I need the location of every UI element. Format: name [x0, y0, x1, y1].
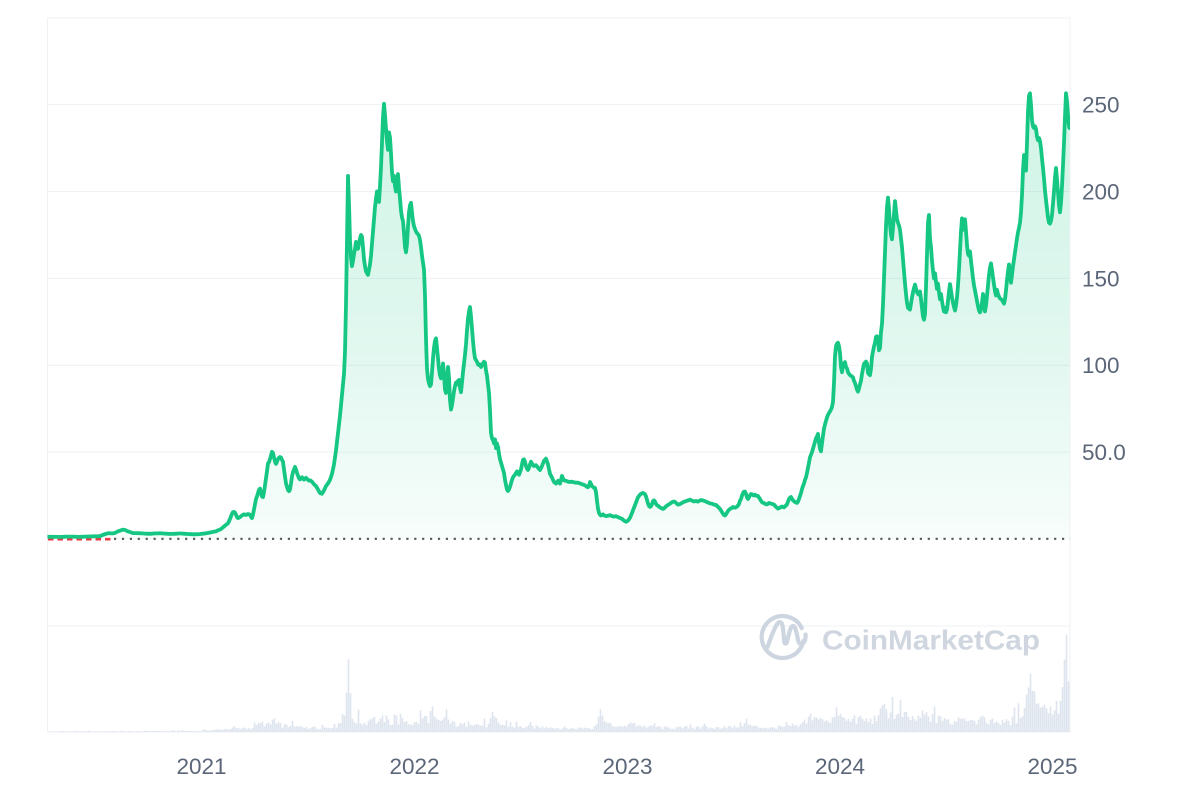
svg-text:2021: 2021 — [176, 754, 226, 779]
svg-text:2024: 2024 — [815, 754, 865, 779]
svg-text:50.0: 50.0 — [1082, 440, 1126, 465]
svg-text:250: 250 — [1082, 93, 1120, 118]
svg-text:2025: 2025 — [1027, 754, 1077, 779]
svg-text:2022: 2022 — [389, 754, 439, 779]
svg-text:200: 200 — [1082, 180, 1120, 205]
svg-text:150: 150 — [1082, 266, 1120, 291]
svg-text:CoinMarketCap: CoinMarketCap — [822, 625, 1040, 656]
svg-text:100: 100 — [1082, 353, 1120, 378]
svg-text:2023: 2023 — [602, 754, 652, 779]
